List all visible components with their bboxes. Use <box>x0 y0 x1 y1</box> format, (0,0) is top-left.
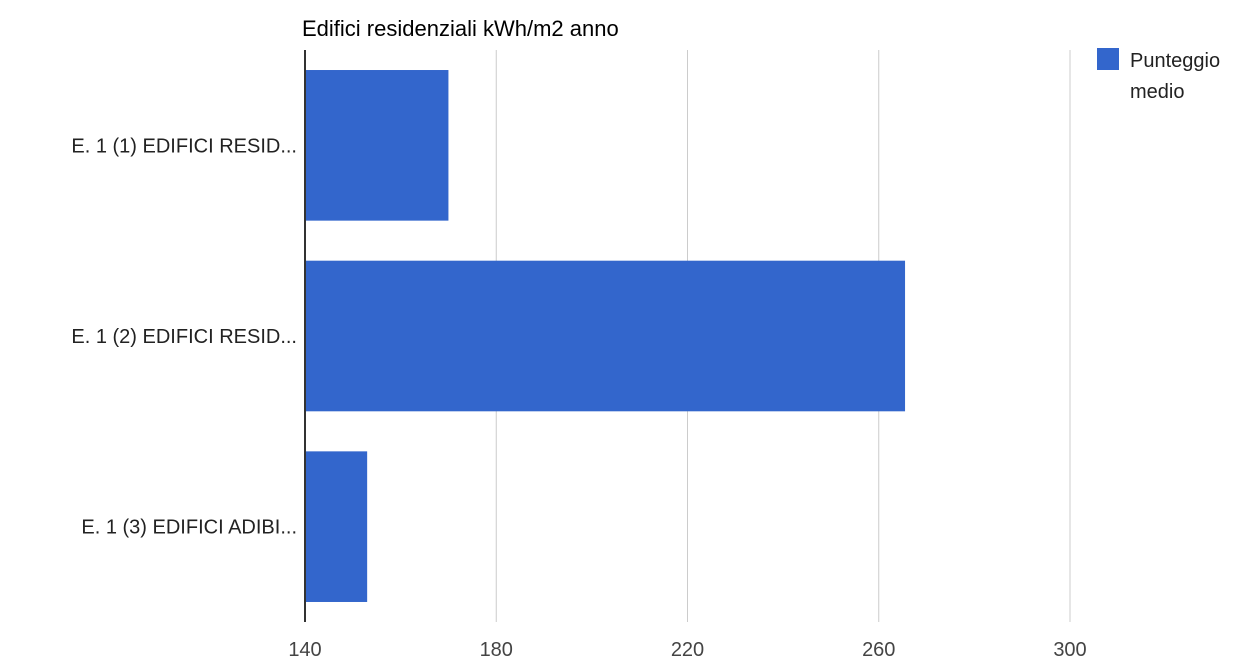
bar-1[interactable] <box>305 70 449 221</box>
x-tick-label: 260 <box>862 639 895 661</box>
legend-label-line-2: medio <box>1130 81 1184 103</box>
legend-swatch <box>1097 48 1119 70</box>
x-tick-label: 140 <box>288 639 321 661</box>
x-tick-labels: 140 180 220 260 300 <box>288 639 1086 661</box>
legend: Punteggio medio <box>1097 48 1220 103</box>
legend-label-line-1: Punteggio <box>1130 50 1220 72</box>
bar-2[interactable] <box>305 260 906 412</box>
bar-3[interactable] <box>305 451 368 602</box>
x-tick-label: 220 <box>671 639 704 661</box>
category-label-1: E. 1 (1) EDIFICI RESID... <box>71 135 297 157</box>
category-label-3: E. 1 (3) EDIFICI ADIBI... <box>81 517 297 539</box>
category-labels: E. 1 (1) EDIFICI RESID... E. 1 (2) EDIFIC… <box>71 135 297 538</box>
x-tick-label: 180 <box>480 639 513 661</box>
x-tick-label: 300 <box>1053 639 1086 661</box>
chart-title: Edifici residenziali kWh/m2 anno <box>302 16 619 41</box>
bars <box>305 70 906 602</box>
category-label-2: E. 1 (2) EDIFICI RESID... <box>71 326 297 348</box>
